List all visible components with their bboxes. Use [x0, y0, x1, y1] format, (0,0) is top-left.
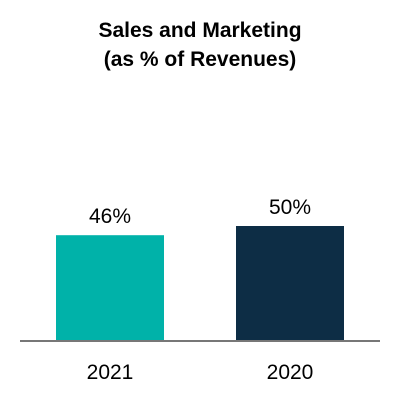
x-tick-label-2021: 2021	[87, 361, 134, 384]
data-label-2020: 50%	[269, 196, 311, 219]
chart-title-line-2: (as % of Revenues)	[103, 48, 297, 71]
chart-title-line-1: Sales and Marketing	[98, 19, 302, 42]
bar-2020	[236, 226, 344, 341]
data-label-2021: 46%	[89, 205, 131, 228]
chart-title: Sales and Marketing (as % of Revenues)	[0, 16, 400, 74]
x-tick-label-2020: 2020	[267, 361, 314, 384]
bar-2021	[56, 235, 164, 341]
